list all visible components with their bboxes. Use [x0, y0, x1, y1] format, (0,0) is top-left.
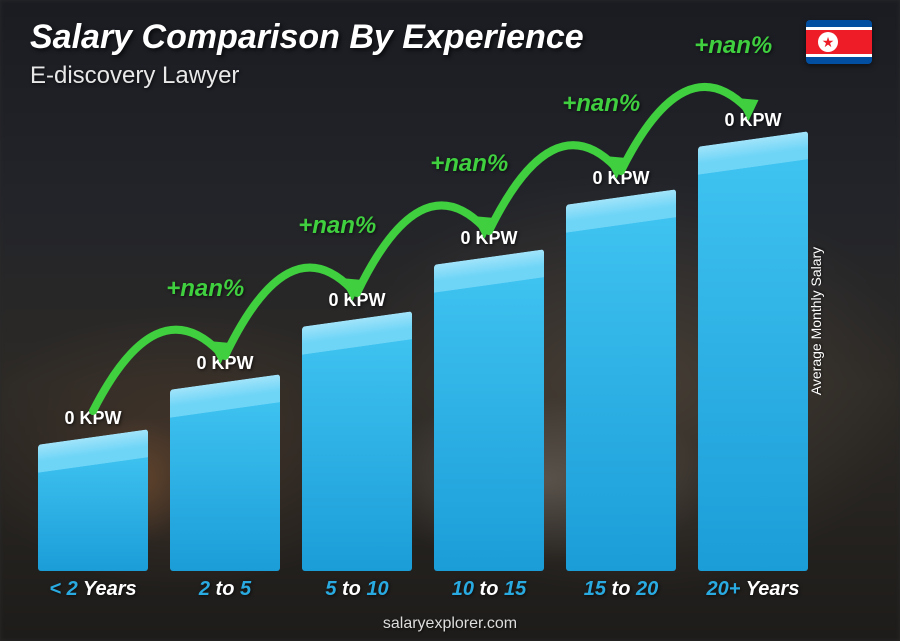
bar-value-label: 0 KPW: [592, 168, 649, 189]
pct-change-label: +nan%: [430, 150, 508, 178]
bar-value-label: 0 KPW: [196, 353, 253, 374]
bar-slot: 0 KPW20+ Years: [698, 100, 808, 571]
bar-category-label: 15 to 20: [584, 578, 659, 601]
bar-value-label: 0 KPW: [724, 110, 781, 131]
bar-category-label: < 2 Years: [49, 578, 136, 601]
bar-front: [698, 153, 808, 571]
bar-slot: 0 KPW5 to 10: [302, 100, 412, 571]
bar-category-label: 10 to 15: [452, 578, 527, 601]
bar-slot: 0 KPW15 to 20: [566, 100, 676, 571]
bar-value-label: 0 KPW: [328, 290, 385, 311]
bar-slot: 0 KPW2 to 5: [170, 100, 280, 571]
bar: [698, 153, 808, 571]
bar: [170, 396, 280, 571]
bar-front: [434, 271, 544, 571]
bar: [566, 211, 676, 571]
pct-change-label: +nan%: [298, 212, 376, 240]
bar-category-label: 20+ Years: [707, 578, 800, 601]
bar-front: [170, 396, 280, 571]
bar-front: [566, 211, 676, 571]
pct-change-label: +nan%: [562, 90, 640, 118]
bar-category-label: 5 to 10: [325, 578, 388, 601]
page-title: Salary Comparison By Experience: [30, 18, 584, 57]
bar: [38, 451, 148, 571]
country-flag: ★: [806, 20, 872, 64]
bar-chart: 0 KPW< 2 Years0 KPW2 to 5+nan%0 KPW5 to …: [38, 100, 838, 571]
star-icon: ★: [822, 35, 835, 49]
bar: [302, 333, 412, 571]
bar-front: [302, 333, 412, 571]
bar-value-label: 0 KPW: [64, 408, 121, 429]
chart-container: Salary Comparison By Experience E-discov…: [0, 0, 900, 641]
footer-attribution: salaryexplorer.com: [0, 615, 900, 633]
bar-category-label: 2 to 5: [199, 578, 251, 601]
pct-change-label: +nan%: [166, 275, 244, 303]
page-subtitle: E-discovery Lawyer: [30, 62, 239, 90]
bar-value-label: 0 KPW: [460, 228, 517, 249]
bar: [434, 271, 544, 571]
bar-slot: 0 KPW< 2 Years: [38, 100, 148, 571]
pct-change-label: +nan%: [694, 32, 772, 60]
